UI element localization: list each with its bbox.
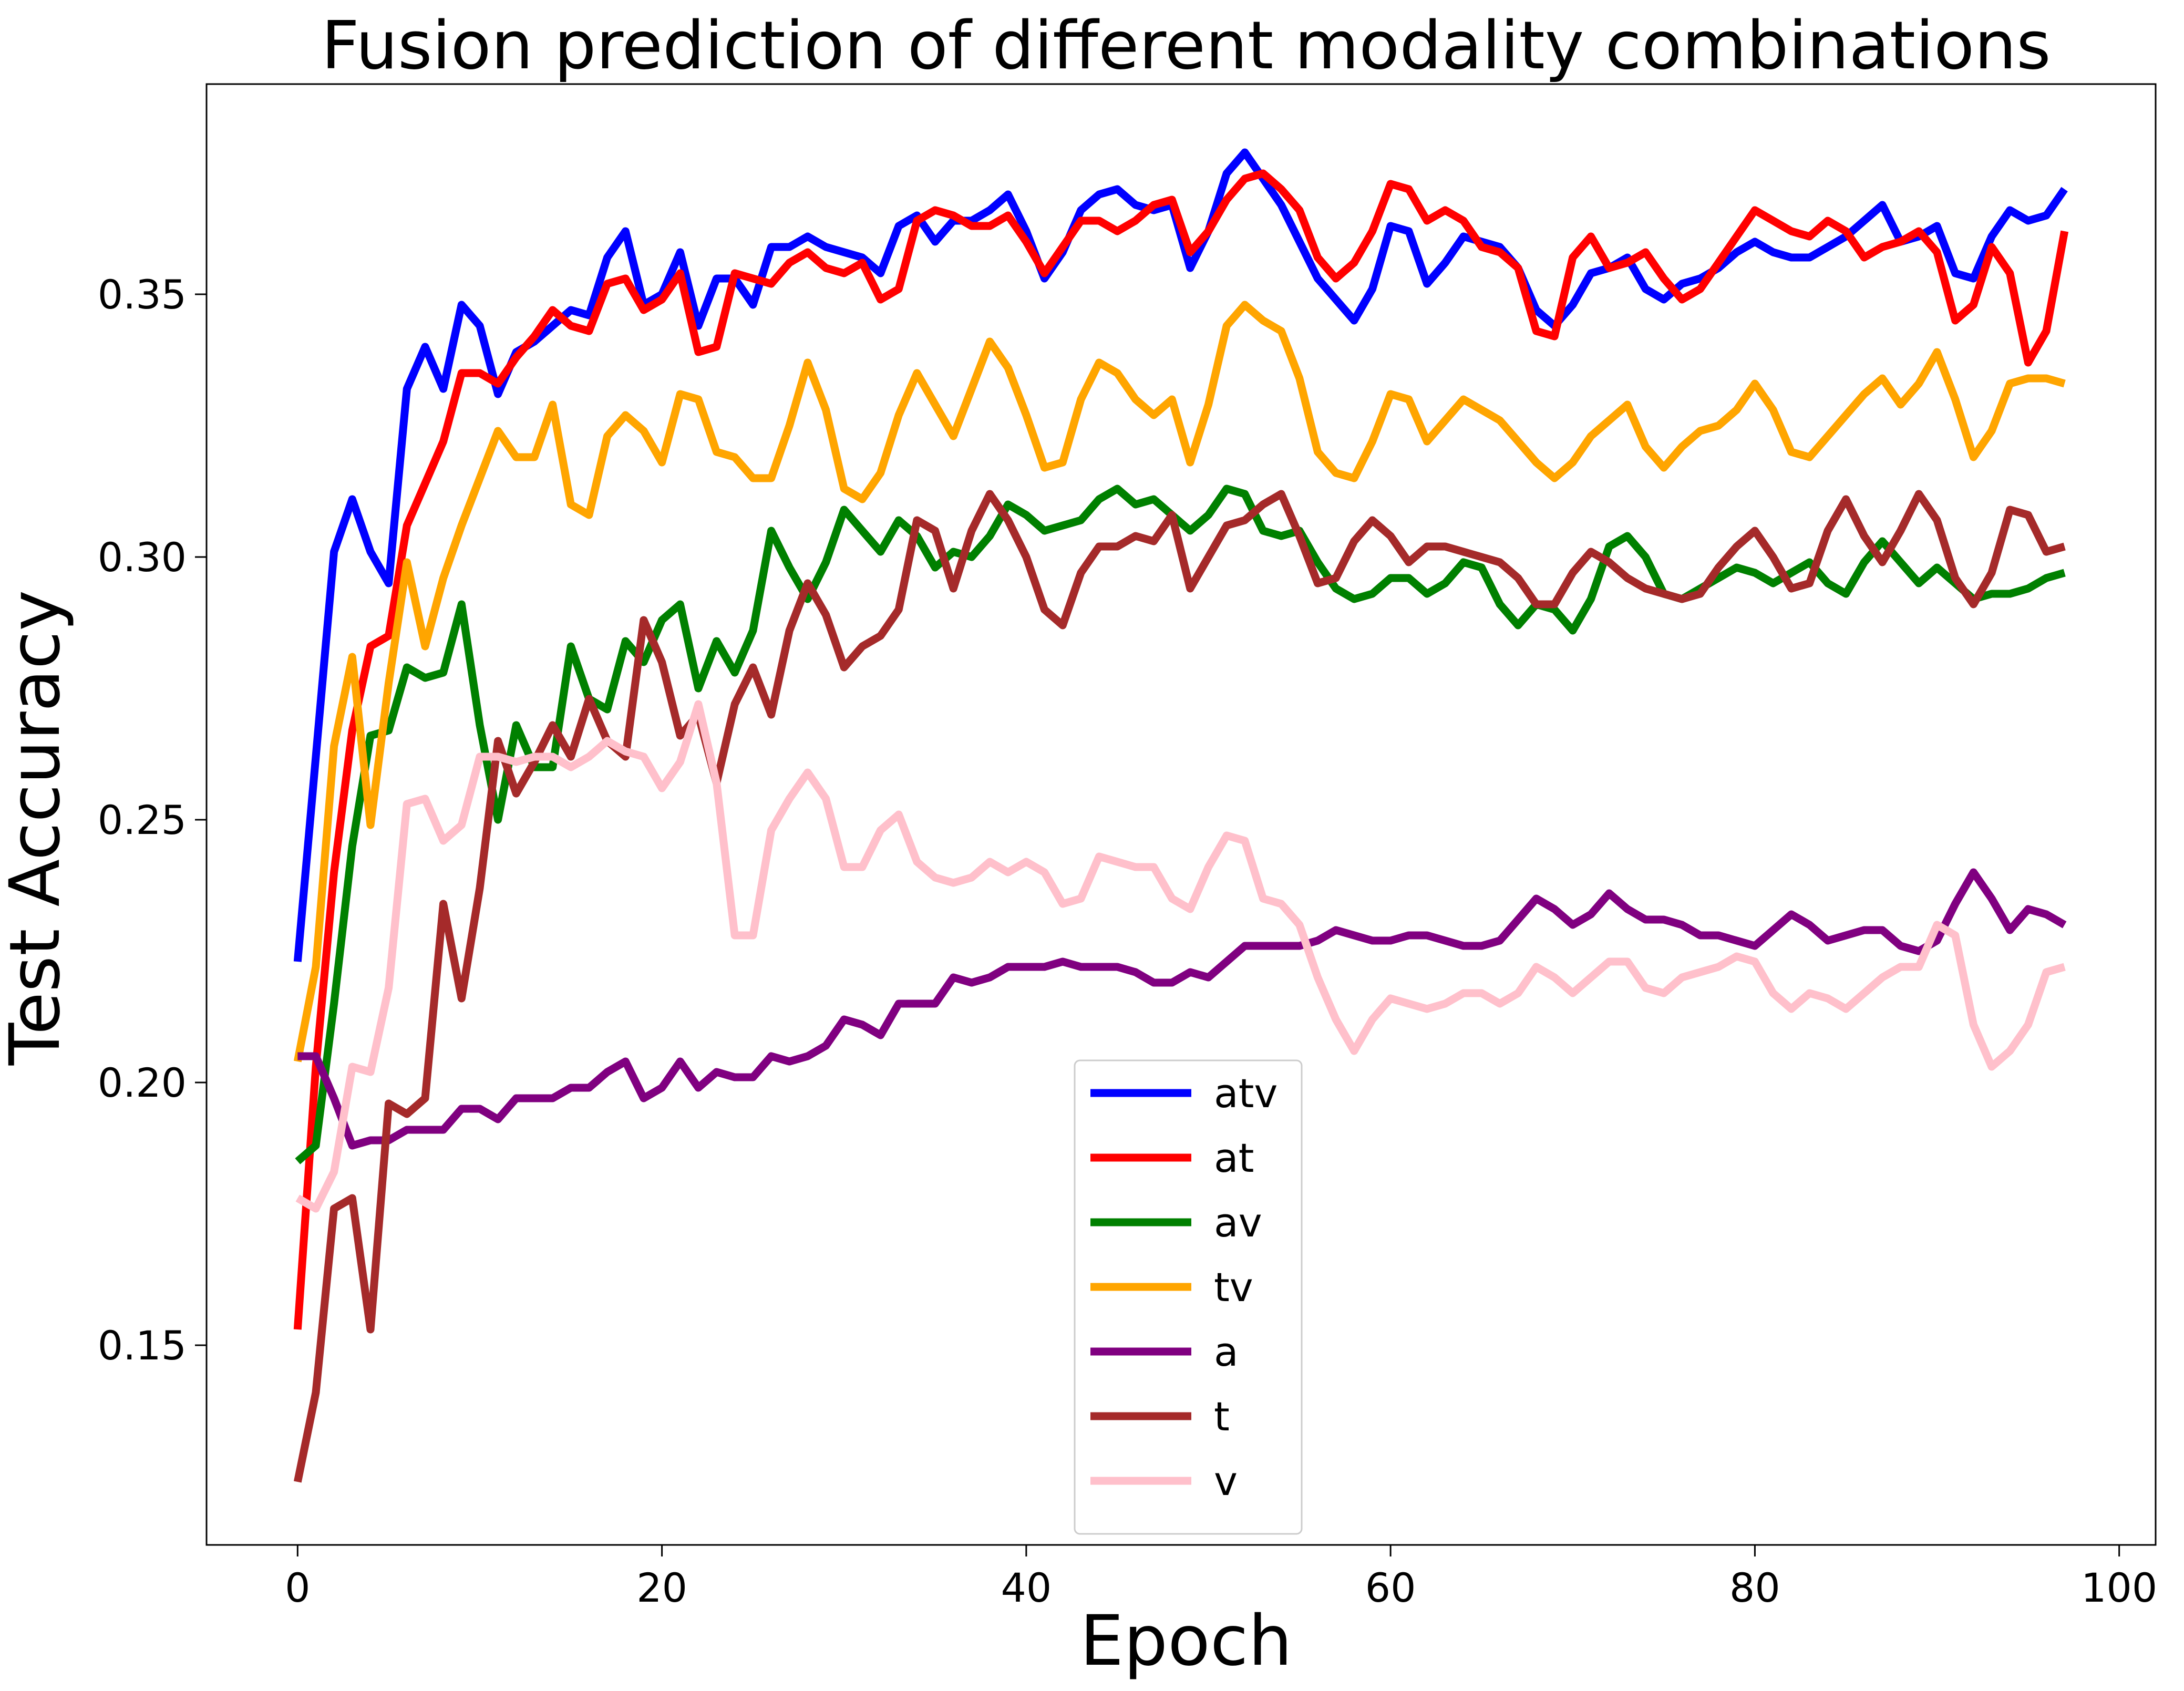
legend-label-atv: atv — [1214, 1070, 1278, 1117]
y-axis-label: Test Accuracy — [0, 590, 76, 1066]
x-tick-label: 40 — [1001, 1564, 1052, 1611]
legend-label-t: t — [1214, 1393, 1230, 1440]
legend-label-av: av — [1214, 1199, 1262, 1246]
plot-area — [293, 148, 2069, 1483]
y-tick-label: 0.15 — [98, 1322, 187, 1369]
series-line-tv — [293, 301, 2066, 1063]
x-tick-label: 60 — [1365, 1564, 1416, 1611]
chart-title: Fusion prediction of different modality … — [321, 7, 2051, 84]
legend-label-v: v — [1214, 1458, 1238, 1504]
plot-frame — [205, 83, 2157, 1546]
y-tick-label: 0.30 — [98, 534, 187, 581]
y-tick-label: 0.25 — [98, 797, 187, 843]
series-line-t — [293, 490, 2066, 1483]
series-line-v — [295, 700, 2066, 1213]
x-tick-label: 0 — [285, 1564, 310, 1611]
series-line-a — [297, 868, 2067, 1150]
x-tick-label: 80 — [1729, 1564, 1780, 1611]
legend-label-tv: tv — [1214, 1264, 1253, 1311]
x-tick-label: 100 — [2081, 1564, 2157, 1611]
x-axis-label: Epoch — [1080, 1601, 1292, 1682]
y-tick-label: 0.35 — [98, 271, 187, 318]
legend-label-a: a — [1214, 1328, 1239, 1375]
legend-box — [1074, 1059, 1303, 1535]
y-tick-label: 0.20 — [98, 1059, 187, 1106]
x-tick-label: 20 — [636, 1564, 687, 1611]
legend-label-at: at — [1214, 1135, 1254, 1181]
series-line-at — [293, 169, 2069, 1330]
axes: 0 20 40 60 80 100 0.15 0.20 0.25 0.30 0.35 — [98, 83, 2157, 1611]
